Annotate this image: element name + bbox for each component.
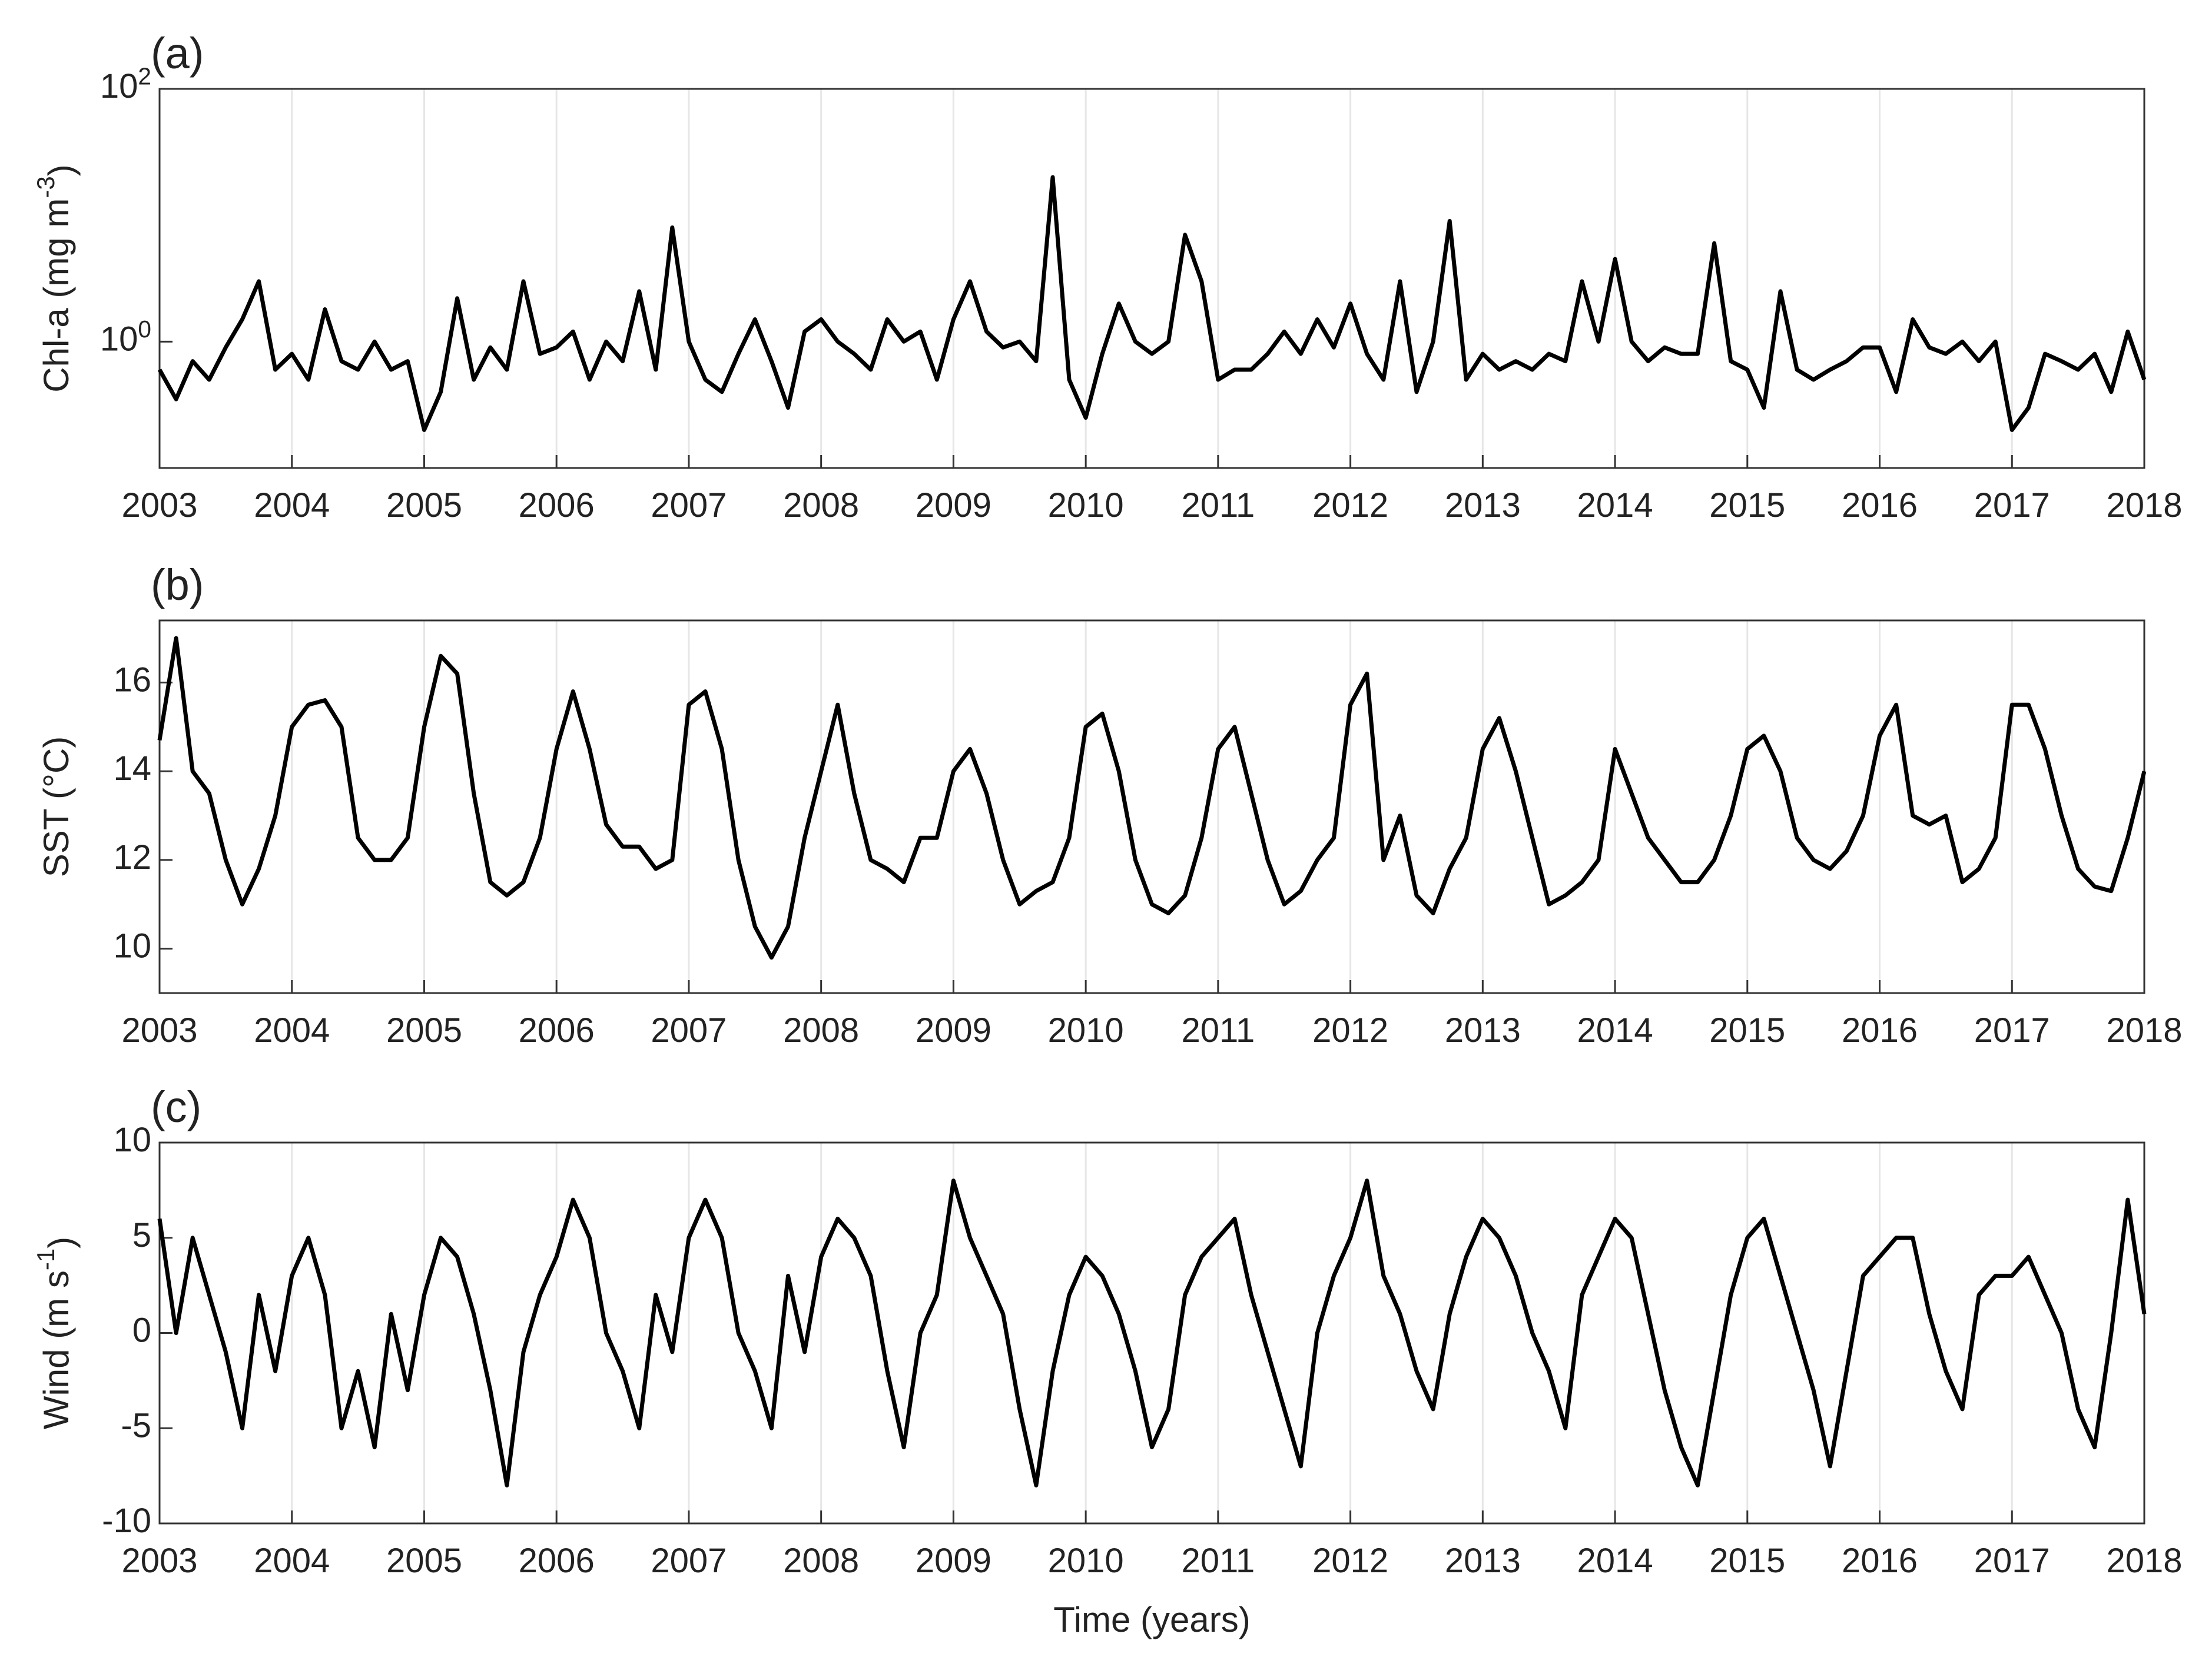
x-tick-label: 2016 bbox=[1842, 486, 1918, 524]
x-tick-label: 2008 bbox=[783, 1542, 859, 1580]
x-tick-label: 2007 bbox=[651, 1542, 727, 1580]
x-tick-label: 2011 bbox=[1181, 1011, 1255, 1050]
x-tick-label: 2003 bbox=[121, 1542, 197, 1580]
x-tick-label: 2014 bbox=[1577, 486, 1653, 524]
y-tick-label: -5 bbox=[121, 1407, 151, 1445]
x-tick-label: 2017 bbox=[1974, 1542, 2050, 1580]
y-axis-label: Wind (m s-1) bbox=[32, 1237, 81, 1429]
x-tick-label: 2007 bbox=[651, 486, 727, 524]
x-tick-label: 2009 bbox=[916, 1011, 991, 1050]
x-tick-label: 2018 bbox=[2106, 1011, 2182, 1050]
x-tick-label: 2013 bbox=[1445, 1542, 1521, 1580]
x-tick-label: 2006 bbox=[519, 1011, 595, 1050]
x-tick-label: 2015 bbox=[1709, 1011, 1785, 1050]
y-tick-label: 5 bbox=[132, 1216, 151, 1254]
x-tick-label: 2011 bbox=[1181, 486, 1255, 524]
panel-title: (b) bbox=[151, 560, 204, 609]
x-tick-label: 2006 bbox=[519, 486, 595, 524]
x-tick-label: 2015 bbox=[1709, 1542, 1785, 1580]
panel-title: (a) bbox=[151, 29, 204, 78]
y-axis-label: Chl-a (mg m-3) bbox=[32, 164, 81, 392]
x-tick-label: 2005 bbox=[386, 1011, 462, 1050]
panel-title: (c) bbox=[151, 1083, 201, 1131]
x-tick-label: 2006 bbox=[519, 1542, 595, 1580]
axes-box bbox=[158, 1141, 2145, 1525]
x-tick-label: 2003 bbox=[121, 1011, 197, 1050]
x-tick-label: 2004 bbox=[254, 486, 330, 524]
axes-box bbox=[158, 619, 2145, 994]
x-tick-label: 2014 bbox=[1577, 1011, 1653, 1050]
plot-area bbox=[160, 89, 2144, 468]
x-tick-label: 2003 bbox=[121, 486, 197, 524]
x-tick-label: 2010 bbox=[1048, 486, 1124, 524]
x-tick-label: 2018 bbox=[2106, 1542, 2182, 1580]
y-tick-label: 12 bbox=[113, 838, 151, 876]
x-tick-label: 2004 bbox=[254, 1011, 330, 1050]
x-tick-label: 2008 bbox=[783, 1011, 859, 1050]
x-tick-label: 2009 bbox=[916, 1542, 991, 1580]
data-line bbox=[157, 175, 2147, 432]
y-tick-label: 10 bbox=[113, 927, 151, 965]
y-tick-label: 100 bbox=[100, 316, 151, 358]
x-tick-label: 2005 bbox=[386, 486, 462, 524]
y-tick-label: 16 bbox=[113, 661, 151, 699]
x-tick-label: 2013 bbox=[1445, 486, 1521, 524]
x-tick-label: 2004 bbox=[254, 1542, 330, 1580]
x-tick-label: 2010 bbox=[1048, 1542, 1124, 1580]
x-tick-label: 2014 bbox=[1577, 1542, 1653, 1580]
y-tick-label: 10 bbox=[113, 1121, 151, 1159]
y-tick-label: -10 bbox=[102, 1502, 151, 1540]
x-tick-label: 2012 bbox=[1312, 1011, 1388, 1050]
x-tick-label: 2015 bbox=[1709, 486, 1785, 524]
x-tick-label: 2011 bbox=[1181, 1542, 1255, 1580]
y-tick-label: 14 bbox=[113, 750, 151, 788]
x-axis-label: Time (years) bbox=[1053, 1600, 1250, 1639]
data-line bbox=[157, 1178, 2147, 1488]
x-tick-label: 2016 bbox=[1842, 1542, 1918, 1580]
y-tick-label: 0 bbox=[132, 1312, 151, 1350]
data-line bbox=[157, 636, 2147, 960]
y-axis-label: SST (°C) bbox=[37, 736, 76, 878]
plot-area bbox=[160, 620, 2144, 993]
x-tick-label: 2009 bbox=[916, 486, 991, 524]
x-tick-label: 2013 bbox=[1445, 1011, 1521, 1050]
x-tick-label: 2012 bbox=[1312, 1542, 1388, 1580]
x-tick-label: 2007 bbox=[651, 1011, 727, 1050]
axes-box bbox=[158, 88, 2145, 469]
y-tick-label: 102 bbox=[100, 62, 151, 105]
x-tick-label: 2010 bbox=[1048, 1011, 1124, 1050]
x-tick-label: 2005 bbox=[386, 1542, 462, 1580]
x-tick-label: 2018 bbox=[2106, 486, 2182, 524]
x-tick-label: 2012 bbox=[1312, 486, 1388, 524]
x-tick-label: 2017 bbox=[1974, 486, 2050, 524]
x-tick-label: 2017 bbox=[1974, 1011, 2050, 1050]
x-tick-label: 2008 bbox=[783, 486, 859, 524]
x-tick-label: 2016 bbox=[1842, 1011, 1918, 1050]
plot-area bbox=[160, 1143, 2144, 1523]
